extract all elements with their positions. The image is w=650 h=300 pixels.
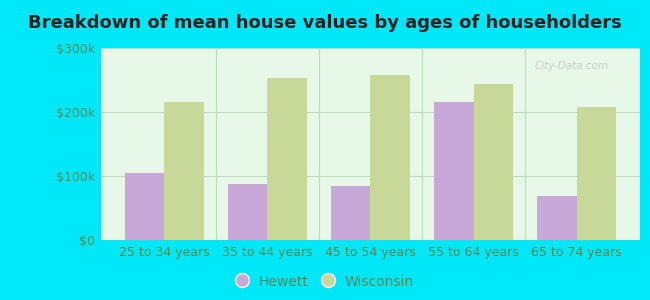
Bar bbox=[228, 184, 267, 240]
Bar bbox=[434, 102, 474, 240]
Bar bbox=[164, 102, 203, 240]
Bar bbox=[474, 85, 513, 240]
Bar bbox=[577, 107, 616, 240]
Bar bbox=[332, 186, 370, 240]
Text: Breakdown of mean house values by ages of householders: Breakdown of mean house values by ages o… bbox=[28, 14, 622, 32]
Bar bbox=[538, 196, 577, 240]
Legend: Hewett, Wisconsin: Hewett, Wisconsin bbox=[232, 271, 418, 293]
Bar bbox=[125, 173, 164, 240]
Text: City-Data.com: City-Data.com bbox=[535, 61, 609, 71]
Bar bbox=[370, 75, 410, 240]
Bar bbox=[267, 78, 307, 240]
